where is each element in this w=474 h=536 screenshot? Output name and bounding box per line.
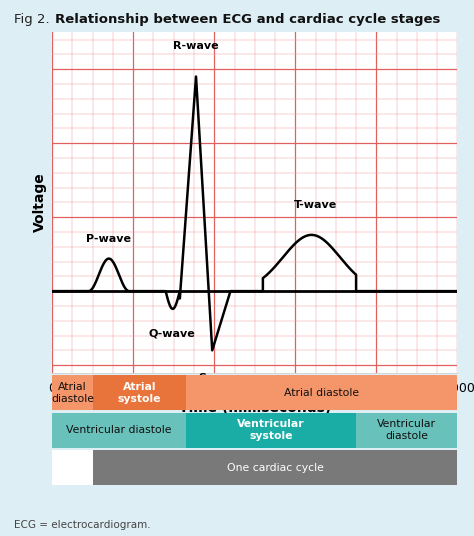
Text: Relationship between ECG and cardiac cycle stages: Relationship between ECG and cardiac cyc… xyxy=(55,13,440,26)
Y-axis label: Voltage: Voltage xyxy=(33,173,46,232)
Bar xyxy=(92,375,186,411)
Text: T-wave: T-wave xyxy=(294,200,337,210)
Text: Q-wave: Q-wave xyxy=(148,329,195,339)
X-axis label: Time (milliseconds): Time (milliseconds) xyxy=(179,401,331,415)
Text: One cardiac cycle: One cardiac cycle xyxy=(227,463,323,473)
Bar xyxy=(92,450,457,485)
Text: Atrial
diastole: Atrial diastole xyxy=(51,382,94,404)
Text: Ventricular
diastole: Ventricular diastole xyxy=(377,420,436,441)
Bar xyxy=(186,375,457,411)
Text: Atrial diastole: Atrial diastole xyxy=(284,388,359,398)
Bar xyxy=(52,375,92,411)
Text: Ventricular diastole: Ventricular diastole xyxy=(66,425,172,435)
Bar xyxy=(52,450,92,485)
Text: Ventricular
systole: Ventricular systole xyxy=(237,420,305,441)
Bar xyxy=(186,413,356,448)
Bar xyxy=(356,413,457,448)
Text: R-wave: R-wave xyxy=(173,41,219,51)
Text: Atrial
systole: Atrial systole xyxy=(118,382,161,404)
Text: P-wave: P-wave xyxy=(86,234,131,244)
Text: ECG = electrocardiogram.: ECG = electrocardiogram. xyxy=(14,519,151,530)
Text: S-wave: S-wave xyxy=(198,373,243,383)
Bar xyxy=(52,413,186,448)
Text: Fig 2.: Fig 2. xyxy=(14,13,54,26)
